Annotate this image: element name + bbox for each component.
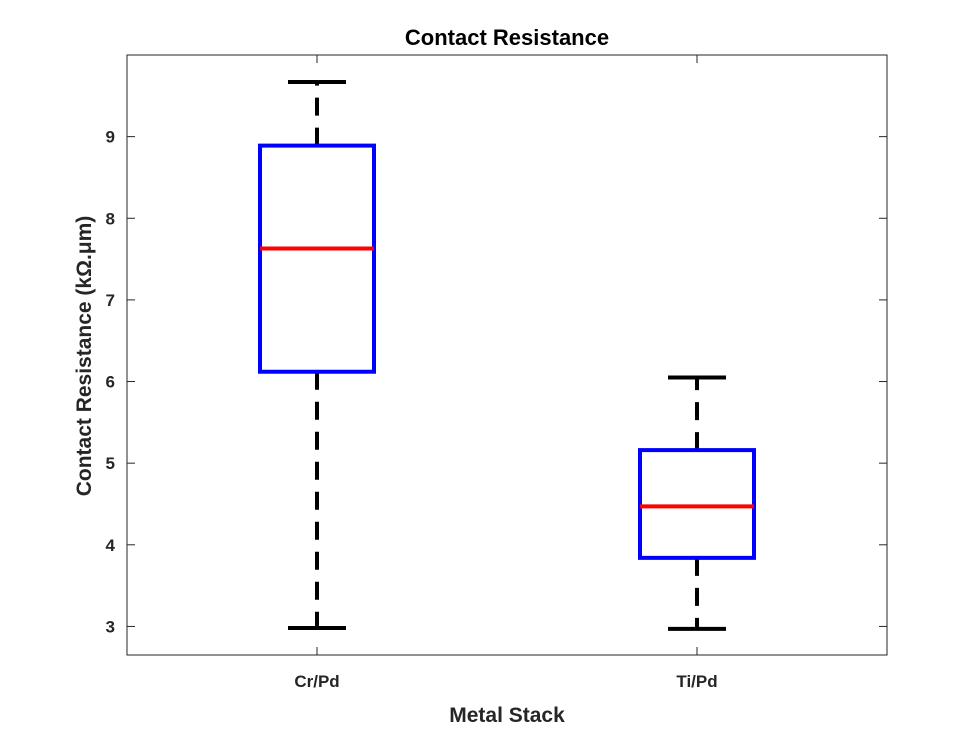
x-tick-label: Cr/Pd [294, 672, 339, 691]
x-axis-label: Metal Stack [449, 704, 565, 727]
y-axis-label: Contact Resistance (kΩ.μm) [73, 216, 96, 497]
y-tick-label: 6 [106, 373, 115, 392]
y-tick-label: 9 [106, 128, 115, 147]
plot-area: 3 4 5 6 7 8 9 Cr/Pd Ti/Pd [106, 54, 888, 691]
y-tick-label: 3 [106, 617, 115, 636]
y-tick-label: 8 [106, 209, 115, 228]
x-tick-label: Ti/Pd [676, 672, 717, 691]
box-cr-pd [258, 143, 376, 374]
chart-title: Contact Resistance [405, 25, 609, 50]
box-ti-pd [638, 448, 756, 560]
axes-frame [126, 54, 888, 656]
y-tick-label: 4 [106, 536, 116, 555]
y-tick-label: 7 [106, 291, 115, 310]
y-tick-label: 5 [106, 454, 115, 473]
